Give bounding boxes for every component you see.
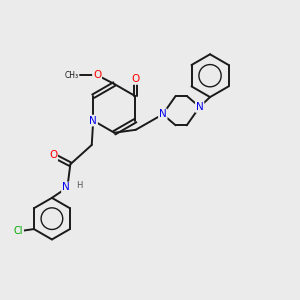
Text: O: O [49, 150, 57, 161]
Text: O: O [93, 70, 101, 80]
Text: N: N [89, 116, 97, 126]
Text: H: H [76, 182, 82, 190]
Text: Cl: Cl [14, 226, 23, 236]
Text: N: N [159, 109, 167, 119]
Text: N: N [196, 102, 203, 112]
Text: N: N [62, 182, 70, 193]
Text: CH₃: CH₃ [64, 70, 78, 80]
Text: O: O [131, 74, 140, 84]
